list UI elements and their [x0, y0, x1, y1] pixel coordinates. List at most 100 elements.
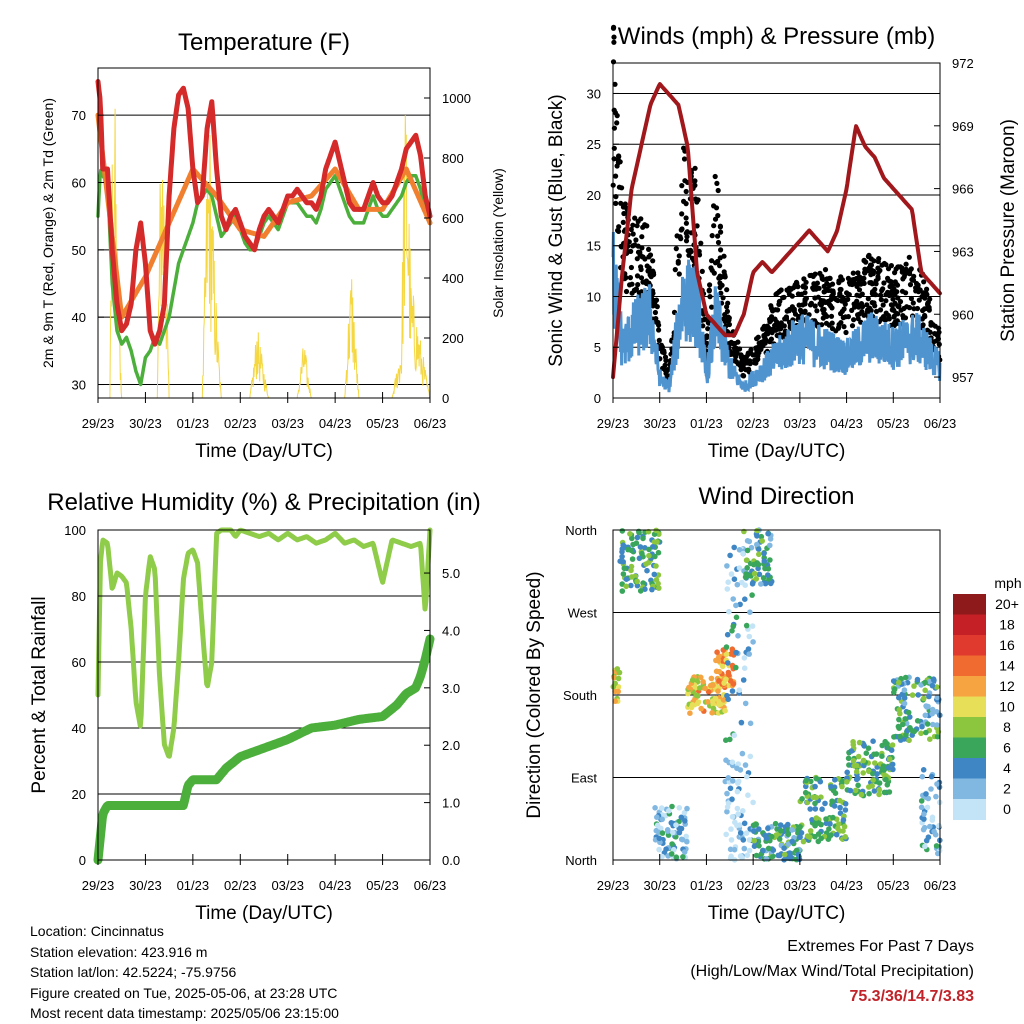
gust-point [903, 290, 909, 296]
gust-point [851, 317, 857, 323]
direction-point [619, 588, 626, 594]
gust-point [878, 297, 884, 303]
direction-point [751, 828, 757, 834]
gust-point [919, 316, 926, 322]
x-tick-label: 30/23 [129, 416, 162, 431]
direction-point [633, 540, 640, 546]
x-tick-label: 03/23 [271, 416, 304, 431]
gust-point [712, 173, 718, 180]
direction-point [831, 803, 838, 809]
direction-point [773, 832, 780, 838]
direction-point [728, 826, 734, 832]
gust-point [628, 248, 634, 254]
direction-point [852, 787, 859, 794]
direction-point [885, 765, 891, 771]
gust-point [683, 220, 690, 226]
direction-point [634, 534, 641, 541]
gust-point [754, 357, 760, 363]
direction-point [891, 734, 897, 740]
direction-point [655, 549, 662, 556]
gust-point [802, 309, 808, 315]
x-tick-label: 03/23 [271, 878, 304, 893]
direction-point [731, 544, 737, 551]
direction-point [839, 778, 846, 785]
direction-point [750, 639, 756, 645]
gust-point [922, 295, 928, 301]
direction-point [837, 804, 843, 811]
colorbar-label: 6 [1003, 740, 1011, 756]
gust-point [885, 266, 892, 272]
direction-point [744, 852, 751, 859]
direction-point [781, 845, 787, 851]
direction-point [761, 550, 767, 557]
direction-point [848, 748, 855, 754]
direction-point [876, 791, 882, 798]
gust-point [838, 286, 844, 293]
direction-point [915, 692, 921, 698]
direction-point [921, 811, 927, 817]
gust-point [799, 291, 805, 297]
gust-point [647, 272, 653, 278]
direction-point [813, 775, 820, 782]
direction-point [812, 806, 819, 812]
direction-point [789, 838, 795, 845]
direction-point [735, 780, 741, 786]
gust-point [684, 229, 690, 235]
direction-point [933, 793, 939, 800]
direction-point [754, 541, 760, 548]
direction-point [697, 685, 703, 691]
x-tick-label: 06/23 [924, 878, 957, 893]
direction-point [615, 684, 622, 690]
gust-point [676, 253, 682, 259]
gust-point [630, 231, 636, 237]
direction-point [818, 835, 824, 842]
gust-point [707, 294, 713, 300]
gust-point [718, 247, 724, 253]
colorbar-label: 2 [1003, 781, 1011, 797]
gust-point [775, 307, 781, 313]
direction-point [822, 800, 828, 807]
direction-point [615, 688, 621, 695]
gust-point [646, 268, 652, 274]
gust-point [887, 278, 893, 284]
station-info: Location: Cincinnatus Station elevation:… [30, 921, 339, 1024]
y2-tick-label: 800 [442, 151, 464, 166]
gust-point [731, 345, 738, 351]
y-tick-label: 10 [587, 289, 601, 304]
direction-point [847, 787, 854, 794]
gust-point [872, 303, 878, 309]
y-tick-label: East [571, 771, 597, 786]
direction-point [723, 757, 729, 763]
colorbar-swatch [953, 614, 986, 636]
humidity-series [95, 527, 433, 759]
gust-point [622, 201, 628, 207]
direction-point [715, 688, 721, 694]
gust-point [856, 279, 863, 285]
direction-point [733, 614, 740, 621]
gust-point [841, 324, 847, 330]
direction-point [655, 572, 662, 578]
x-tick-label: 06/23 [924, 416, 957, 431]
direction-point [901, 700, 908, 707]
y-tick-label: 60 [72, 655, 86, 670]
direction-point [727, 552, 733, 559]
direction-point [921, 695, 927, 702]
direction-point [767, 542, 773, 549]
direction-point [724, 586, 731, 592]
direction-point [832, 790, 839, 796]
direction-point [761, 558, 768, 564]
direction-point [744, 538, 751, 544]
direction-point [744, 547, 751, 554]
direction-point [929, 682, 936, 689]
gust-point [809, 272, 815, 278]
direction-point [807, 806, 813, 812]
y2-tick-label: 969 [952, 119, 974, 134]
direction-point [733, 602, 739, 609]
direction-point [681, 849, 688, 855]
direction-point [749, 623, 756, 629]
gust-point [862, 269, 868, 276]
gust-point [875, 274, 881, 280]
gust-point [783, 316, 790, 322]
direction-point [713, 668, 720, 675]
direction-point [931, 828, 937, 835]
